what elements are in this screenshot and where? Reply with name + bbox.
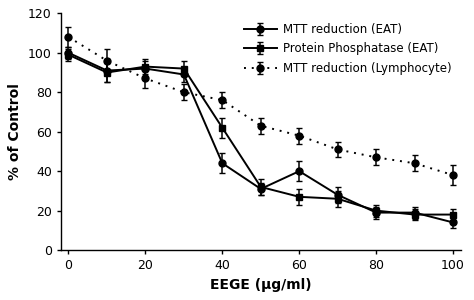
- X-axis label: EEGE (μg/ml): EEGE (μg/ml): [210, 278, 311, 292]
- Legend: MTT reduction (EAT), Protein Phosphatase (EAT), MTT reduction (Lymphocyte): MTT reduction (EAT), Protein Phosphatase…: [240, 19, 455, 78]
- Y-axis label: % of Control: % of Control: [9, 83, 22, 180]
